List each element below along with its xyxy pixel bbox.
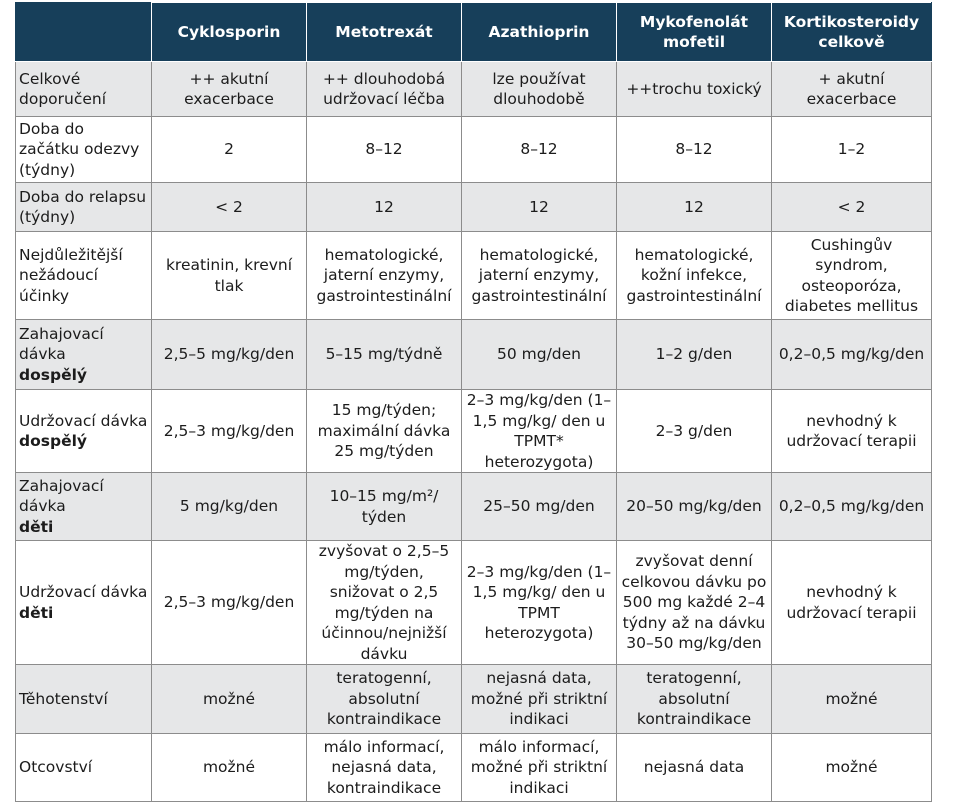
table-cell: 8–12 — [461, 116, 617, 183]
row-label-text: Doba do začátku odezvy (týdny) — [19, 119, 140, 179]
row-label: Udržovací dávka dospělý — [15, 389, 152, 473]
table-cell: 12 — [461, 182, 617, 232]
table-cell: hematologické, jaterní enzymy, gastroint… — [461, 231, 617, 320]
table-cell: možné — [151, 664, 307, 734]
table-cell: teratogenní, absolutní kontraindikace — [306, 664, 462, 734]
table-cell: 1–2 g/den — [616, 319, 772, 390]
table-cell: 0,2–0,5 mg/kg/den — [771, 472, 932, 541]
row-label-bold: děti — [19, 603, 54, 622]
table-row: Zahajovací dávka dospělý 2,5–5 mg/kg/den … — [15, 319, 932, 390]
table-cell: 5 mg/kg/den — [151, 472, 307, 541]
table-cell: nejasná data — [616, 733, 772, 802]
row-label-text: Těhotenství — [19, 689, 108, 708]
table-cell: < 2 — [771, 182, 932, 232]
table-cell: možné — [771, 733, 932, 802]
table-row: Doba do relapsu (týdny) < 2 12 12 12 < 2 — [15, 182, 932, 232]
header-mykofenolat: Mykofenolát mofetil — [616, 2, 772, 62]
row-label-text: Otcovství — [19, 758, 93, 777]
table-row: Udržovací dávka děti 2,5–3 mg/kg/den zvyš… — [15, 540, 932, 665]
row-label: Celkové doporučení — [15, 61, 152, 117]
row-label-bold: dospělý — [19, 365, 87, 384]
header-cyklosporin: Cyklosporin — [151, 2, 307, 62]
table-row: Nejdůležitější nežádoucí účinky kreatini… — [15, 231, 932, 320]
header-corner — [15, 2, 152, 62]
table-cell: 15 mg/týden; maximální dávka 25 mg/týden — [306, 389, 462, 473]
table-cell: zvyšovat o 2,5–5 mg/týden, snižovat o 2,… — [306, 540, 462, 665]
row-label-text: Zahajovací dávka — [19, 324, 104, 364]
row-label: Těhotenství — [15, 664, 152, 734]
table-cell: 2,5–3 mg/kg/den — [151, 540, 307, 665]
table-cell: Cushingův syndrom, osteoporóza, diabetes… — [771, 231, 932, 320]
table-cell: hematologické, jaterní enzymy, gastroint… — [306, 231, 462, 320]
row-label: Zahajovací dávka děti — [15, 472, 152, 541]
table-cell: málo informací, nejasná data, kontraindi… — [306, 733, 462, 802]
table-cell: ++ dlouhodobá udržovací léčba — [306, 61, 462, 117]
table-cell: 2–3 mg/kg/den (1–1,5 mg/kg/ den u TPMT h… — [461, 540, 617, 665]
table-row: Doba do začátku odezvy (týdny) 2 8–12 8–… — [15, 116, 932, 183]
table-cell: 25–50 mg/den — [461, 472, 617, 541]
table-row: Celkové doporučení ++ akutní exacerbace … — [15, 61, 932, 117]
header-azathioprin: Azathioprin — [461, 2, 617, 62]
row-label-text: Doba do relapsu (týdny) — [19, 187, 147, 227]
table-cell: 2,5–5 mg/kg/den — [151, 319, 307, 390]
table-cell: 2–3 g/den — [616, 389, 772, 473]
table-cell: málo informací, možné při striktní indik… — [461, 733, 617, 802]
table-cell: nejasná data, možné při striktní indikac… — [461, 664, 617, 734]
row-label-text: Celkové doporučení — [19, 69, 107, 109]
table-cell: 50 mg/den — [461, 319, 617, 390]
table-cell: lze používat dlouhodobě — [461, 61, 617, 117]
row-label: Zahajovací dávka dospělý — [15, 319, 152, 390]
header-metotrexat: Metotrexát — [306, 2, 462, 62]
row-label: Nejdůležitější nežádoucí účinky — [15, 231, 152, 320]
table-cell: kreatinin, krevní tlak — [151, 231, 307, 320]
table-cell: nevhodný k udržovací terapii — [771, 540, 932, 665]
table-cell: 8–12 — [306, 116, 462, 183]
table-cell: 12 — [306, 182, 462, 232]
row-label-bold: dospělý — [19, 432, 87, 450]
table-cell: 5–15 mg/týdně — [306, 319, 462, 390]
table-cell: 1–2 — [771, 116, 932, 183]
row-label: Doba do začátku odezvy (týdny) — [15, 116, 152, 183]
table-cell: < 2 — [151, 182, 307, 232]
table-row: Udržovací dávka dospělý 2,5–3 mg/kg/den 1… — [15, 389, 932, 473]
table-row: Zahajovací dávka děti 5 mg/kg/den 10–15 m… — [15, 472, 932, 541]
row-label-text: Nejdůležitější nežádoucí účinky — [19, 245, 123, 305]
row-label-text: Udržovací dávka — [19, 411, 148, 430]
row-label-text: Zahajovací dávka — [19, 476, 104, 516]
row-label-bold: děti — [19, 517, 54, 536]
table-cell: 12 — [616, 182, 772, 232]
table-cell: teratogenní, absolutní kontraindikace — [616, 664, 772, 734]
table-cell: 8–12 — [616, 116, 772, 183]
table-cell: ++trochu toxický — [616, 61, 772, 117]
table-cell: hematologické, kožní infekce, gastrointe… — [616, 231, 772, 320]
drug-comparison-table: Cyklosporin Metotrexát Azathioprin Mykof… — [15, 2, 932, 802]
table-cell: 2,5–3 mg/kg/den — [151, 389, 307, 473]
table-cell: 20–50 mg/kg/den — [616, 472, 772, 541]
row-label: Otcovství — [15, 733, 152, 802]
table-cell: zvyšovat denní celkovou dávku po 500 mg … — [616, 540, 772, 665]
table-row: Otcovství možné málo informací, nejasná … — [15, 733, 932, 802]
table-cell: 2–3 mg/kg/den (1–1,5 mg/kg/ den u TPMT* … — [461, 389, 617, 473]
table-cell: možné — [151, 733, 307, 802]
table-cell: 0,2–0,5 mg/kg/den — [771, 319, 932, 390]
row-label-text: Udržovací dávka — [19, 583, 148, 601]
table-cell: + akutní exacerbace — [771, 61, 932, 117]
table-cell: 2 — [151, 116, 307, 183]
row-label: Udržovací dávka děti — [15, 540, 152, 665]
row-label: Doba do relapsu (týdny) — [15, 182, 152, 232]
header-row: Cyklosporin Metotrexát Azathioprin Mykof… — [15, 2, 932, 62]
table-cell: 10–15 mg/m²/ týden — [306, 472, 462, 541]
header-kortikosteroidy: Kortikosteroidy celkově — [771, 2, 932, 62]
table-row: Těhotenství možné teratogenní, absolutní… — [15, 664, 932, 734]
table-cell: ++ akutní exacerbace — [151, 61, 307, 117]
table-cell: nevhodný k udržovací terapii — [771, 389, 932, 473]
table-cell: možné — [771, 664, 932, 734]
